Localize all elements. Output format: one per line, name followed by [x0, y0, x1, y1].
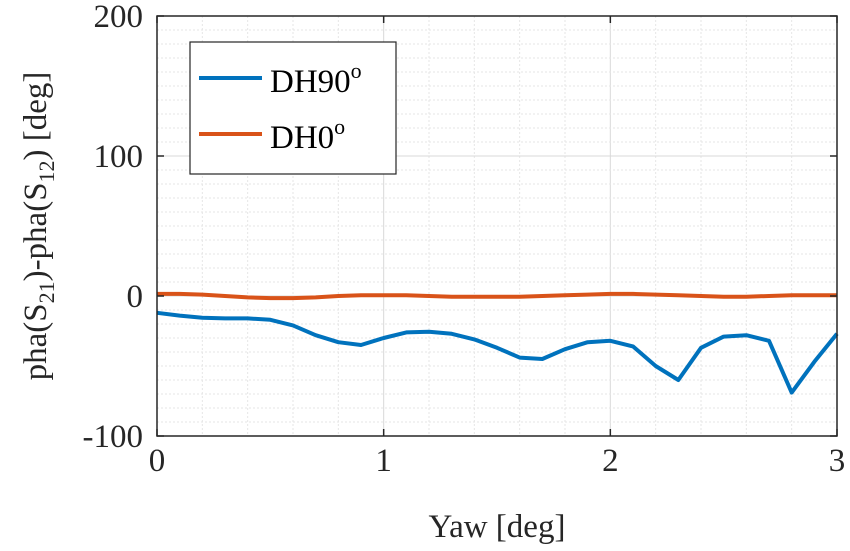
y-axis-label-middle: )-pha(S [18, 182, 54, 281]
legend-label-dh90: DH90o [270, 58, 362, 100]
legend-label-dh0: DH0o [270, 114, 345, 156]
y-tick-labels: -100 0 100 200 [83, 0, 144, 455]
x-axis-label: Yaw [deg] [429, 509, 566, 545]
legend-label-dh90-text: DH90 [270, 64, 351, 100]
y-tick-label: 0 [127, 279, 144, 315]
tick-marks [156, 15, 838, 437]
axes-frame [156, 15, 838, 437]
legend-label-dh90-sup: o [351, 58, 362, 83]
x-tick-label: 3 [829, 443, 846, 479]
legend-label-dh0-sup: o [334, 114, 345, 139]
y-tick-label: 200 [94, 0, 144, 35]
y-axis-label-prefix: pha(S [18, 303, 54, 380]
x-tick-labels: 0 1 2 3 [149, 443, 846, 479]
y-axis-label: pha(S21)-pha(S12) [deg] [18, 72, 59, 381]
x-tick-label: 2 [602, 443, 619, 479]
legend-label-dh0-text: DH0 [270, 120, 334, 156]
y-tick-label: 100 [94, 139, 144, 175]
legend: DH90o DH0o [189, 41, 397, 175]
x-tick-label: 0 [149, 443, 166, 479]
y-axis-label-sub1: 21 [34, 281, 59, 303]
y-axis-label-suffix: ) [deg] [18, 72, 54, 161]
series-line-dh0 [157, 291, 837, 301]
y-axis-label-sub2: 12 [34, 160, 59, 182]
legend-box [189, 41, 397, 175]
y-tick-label: -100 [83, 419, 144, 455]
series-line-dh90 [156, 310, 839, 395]
series-layer [156, 291, 839, 395]
x-tick-label: 1 [375, 443, 392, 479]
